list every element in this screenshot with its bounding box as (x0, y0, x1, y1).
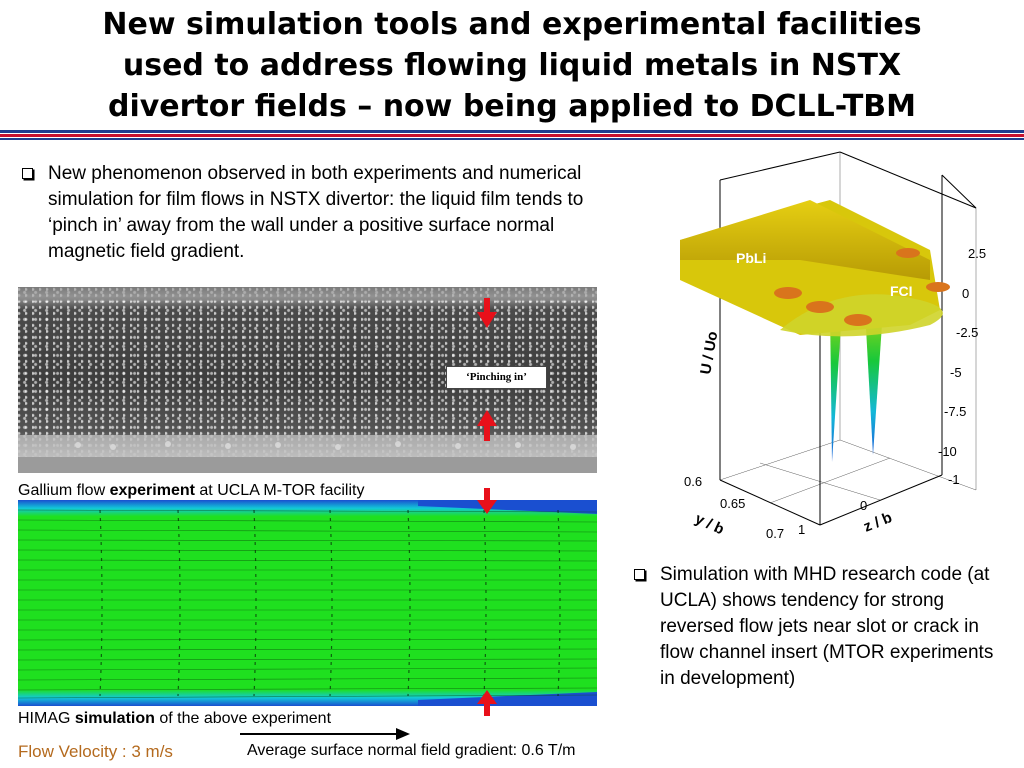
experiment-caption-pre: Gallium flow (18, 482, 110, 499)
z-tick-neg1: -1 (948, 472, 960, 487)
arrow-down-icon (477, 298, 497, 328)
plot-box-frame (719, 151, 977, 526)
u-tick-neg5: -5 (950, 365, 962, 380)
title-divider-top (0, 130, 1024, 133)
u-axis-label: U / Uo (697, 330, 721, 376)
u-tick-neg2_5: -2.5 (956, 325, 978, 340)
slide-title: New simulation tools and experimental fa… (0, 4, 1024, 127)
flow-velocity-label: Flow Velocity : 3 m/s (18, 742, 173, 761)
simulation-caption-post: of the above experiment (154, 710, 332, 727)
fci-label: FCI (890, 283, 913, 299)
bullet-phenomenon-text: New phenomenon observed in both experime… (48, 163, 584, 262)
title-line-2: used to address flowing liquid metals in… (122, 48, 902, 83)
experiment-caption-bold: experiment (109, 482, 195, 499)
experiment-caption: Gallium flow experiment at UCLA M-TOR fa… (18, 481, 364, 501)
field-gradient-label: Average surface normal field gradient: 0… (247, 742, 576, 759)
z-tick-0: 0 (860, 498, 867, 513)
u-tick-neg10: -10 (938, 444, 957, 459)
experiment-caption-post: at UCLA M-TOR facility (194, 482, 365, 499)
himag-simulation-image (18, 500, 597, 706)
mhd-3d-velocity-plot: PbLi FCI 2.5 0 -2.5 -5 -7.5 -10 U / Uo 0… (680, 151, 986, 541)
simulation-caption-bold: simulation (74, 710, 155, 727)
pinching-in-label: ‘Pinching in’ (446, 366, 547, 389)
simulation-caption-pre: HIMAG (18, 710, 75, 727)
y-tick-0_7: 0.7 (766, 526, 784, 541)
bullet-mhd-simulation-text: Simulation with MHD research code (at UC… (660, 564, 994, 689)
y-axis-label: y / b (692, 510, 726, 538)
bullet-box-icon (634, 569, 645, 580)
title-divider-red (0, 134, 1024, 137)
flow-direction-arrow-icon (240, 728, 410, 740)
bullet-phenomenon: New phenomenon observed in both experime… (22, 161, 617, 265)
title-line-3: divertor fields – now being applied to D… (107, 89, 917, 124)
title-line-1: New simulation tools and experimental fa… (102, 7, 922, 42)
z-tick-1: 1 (798, 522, 805, 537)
u-tick-0: 0 (962, 286, 969, 301)
arrow-up-icon (477, 410, 497, 441)
y-tick-0_65: 0.65 (720, 496, 745, 511)
bullet-mhd-simulation: Simulation with MHD research code (at UC… (634, 562, 994, 692)
z-axis-label: z / b (861, 509, 894, 536)
u-tick-neg7_5: -7.5 (944, 404, 966, 419)
pbli-label: PbLi (736, 250, 766, 266)
u-tick-2_5: 2.5 (968, 246, 986, 261)
title-divider-bottom (0, 138, 1024, 140)
y-tick-0_6: 0.6 (684, 474, 702, 489)
simulation-caption: HIMAG simulation of the above experiment (18, 709, 331, 729)
arrow-up-icon (477, 690, 497, 716)
bullet-box-icon (22, 168, 33, 179)
arrow-down-icon (477, 488, 497, 514)
